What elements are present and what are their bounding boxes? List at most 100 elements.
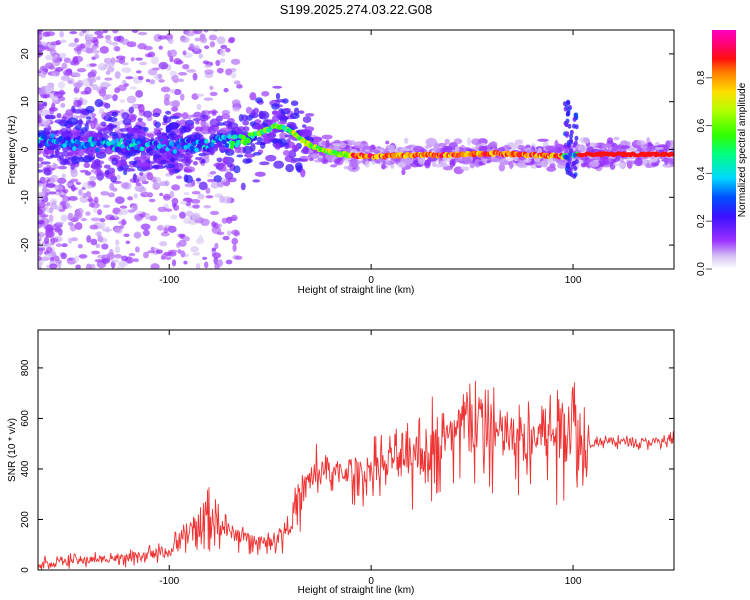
spectrogram-noise-blob <box>77 244 83 249</box>
spectrogram-band-blob <box>277 114 288 121</box>
spectrogram-band-blob <box>228 148 233 153</box>
spectrogram-band-blob <box>252 152 262 156</box>
spectrogram-band-blob <box>290 112 300 119</box>
spectrogram-noise-blob <box>136 210 144 214</box>
spectrogram-band-blob <box>154 121 161 128</box>
spectrogram-noise-blob <box>67 196 78 201</box>
spectrogram-band-blob <box>282 149 291 156</box>
spectrogram-noise-blob <box>169 190 175 199</box>
spectrogram-noise-blob <box>44 253 52 259</box>
snr-x-ticks: -100 0 100 <box>159 330 582 587</box>
spectrogram-band-blob <box>183 168 193 173</box>
spectrogram-band-blob <box>107 167 116 174</box>
spectrogram-y-tick-label: 20 <box>20 48 31 60</box>
spectrogram-noise-blob <box>216 67 224 74</box>
spectrogram-noise-blob <box>209 41 216 48</box>
spectrogram-noise-blob <box>97 62 108 71</box>
spectrogram-noise-blob <box>67 237 73 244</box>
spectrogram-noise-blob <box>44 62 54 69</box>
spectrogram-band-blob <box>151 164 160 169</box>
spectrogram-ridge-point <box>38 132 42 138</box>
spectrogram-noise-blob <box>159 241 168 247</box>
spectrogram-noise-blob <box>190 212 201 221</box>
spectrogram-band-blob <box>549 163 556 168</box>
spectrogram-band-blob <box>471 138 482 145</box>
spectrogram-noise-blob <box>38 202 46 208</box>
spectrogram-noise-blob <box>48 214 54 223</box>
spectrogram-band-blob <box>50 102 56 112</box>
spectrogram-band-blob <box>384 159 391 163</box>
spectrogram-noise-blob <box>68 42 78 48</box>
spectrogram-ridge-point <box>170 141 175 147</box>
spectrogram-band-blob <box>275 92 281 100</box>
spectrogram-band-blob <box>169 115 180 120</box>
snr-frame <box>37 329 675 571</box>
spectrogram-noise-blob <box>185 30 195 37</box>
spectrogram-burst-blob <box>572 173 577 179</box>
spectrogram-noise-blob <box>38 235 43 240</box>
spectrogram-noise-blob <box>173 113 180 117</box>
spectrogram-noise-blob <box>149 215 158 222</box>
spectrogram-noise-blob <box>54 226 61 232</box>
spectrogram-noise-blob <box>57 81 66 89</box>
spectrogram-band-blob <box>242 120 250 126</box>
spectrogram-band-blob <box>662 163 674 168</box>
spectrogram-band-blob <box>587 142 598 147</box>
spectrogram-noise-blob <box>105 38 112 44</box>
spectrogram-noise-blob <box>82 192 87 199</box>
spectrogram-noise-blob <box>85 191 91 198</box>
spectrogram-noise-blob <box>155 176 162 183</box>
spectrogram-band-blob <box>417 155 426 165</box>
spectrogram-band-blob <box>45 155 54 159</box>
spectrogram-band-blob <box>317 157 324 162</box>
spectrogram-band-blob <box>277 120 287 125</box>
spectrogram-band-blob <box>509 143 519 150</box>
spectrogram-band-blob <box>601 143 608 149</box>
spectrogram-burst-blob <box>572 116 577 122</box>
spectrogram-noise-blob <box>114 245 121 254</box>
spectrogram-noise-blob <box>62 195 71 203</box>
spectrogram-band-blob <box>325 139 330 148</box>
spectrogram-ridge-point <box>129 143 134 148</box>
spectrogram-noise-blob <box>150 56 159 65</box>
spectrogram-band-blob <box>537 138 549 142</box>
spectrogram-band-blob <box>499 158 509 166</box>
spectrogram-x-tick-label: -100 <box>159 275 179 286</box>
spectrogram-noise-blob <box>108 41 119 46</box>
spectrogram-noise-blob <box>204 261 209 269</box>
spectrogram-noise-blob <box>38 87 47 95</box>
spectrogram-band-blob <box>547 158 554 164</box>
spectrogram-noise-blob <box>139 61 148 66</box>
spectrogram-ridge-point <box>236 139 242 145</box>
spectrogram-band-blob <box>140 166 152 171</box>
spectrogram-band-blob <box>634 157 643 167</box>
spectrogram-noise-blob <box>230 58 241 65</box>
spectrogram-ridge-point <box>227 134 232 139</box>
spectrogram-noise-blob <box>99 225 106 230</box>
spectrogram-noise-blob <box>119 205 128 209</box>
spectrogram-y-tick-label: 0 <box>20 146 31 152</box>
spectrogram-noise-blob <box>101 83 112 87</box>
spectrogram-band-blob <box>100 121 107 127</box>
spectrogram-noise-blob <box>103 57 113 64</box>
spectrogram-noise-blob <box>73 212 83 219</box>
spectrogram-noise-blob <box>89 224 98 230</box>
spectrogram-ridge-point <box>246 138 251 144</box>
spectrogram-band-blob <box>305 113 315 117</box>
spectrogram-burst-blob <box>571 161 576 167</box>
spectrogram-band-blob <box>612 162 623 166</box>
spectrogram-band-blob <box>318 155 324 159</box>
spectrogram-band-blob <box>42 101 48 107</box>
spectrogram-y-tick-label: -10 <box>20 190 31 205</box>
spectrogram-band-blob <box>71 105 76 112</box>
spectrogram-noise-blob <box>94 53 100 60</box>
spectrogram-noise-blob <box>169 70 177 77</box>
spectrogram-noise-blob <box>85 211 91 216</box>
spectrogram-noise-blob <box>201 256 208 260</box>
spectrogram-band-blob <box>241 114 248 121</box>
spectrogram-noise-blob <box>59 31 65 38</box>
spectrogram-burst-blob <box>567 123 572 129</box>
spectrogram-y-tick-label: 10 <box>20 96 31 108</box>
spectrogram-noise-blob <box>155 249 163 254</box>
spectrogram-noise-blob <box>88 78 97 84</box>
